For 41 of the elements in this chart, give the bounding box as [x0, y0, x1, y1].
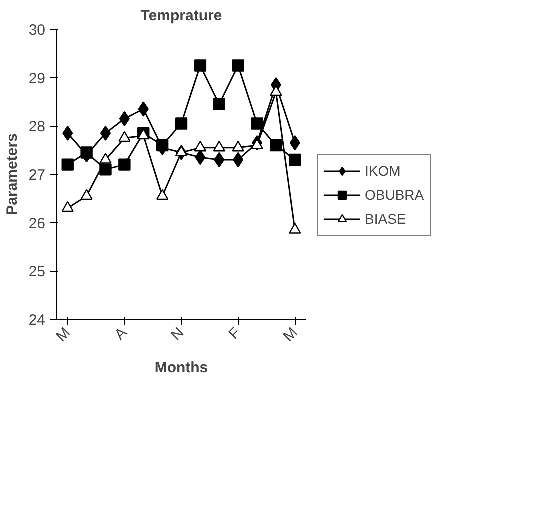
point: [100, 164, 112, 176]
point: [100, 153, 112, 164]
point: [80, 189, 93, 200]
point: [118, 131, 131, 142]
point: [232, 140, 244, 152]
point: [118, 158, 131, 171]
y-axis-title: Parameters: [4, 134, 21, 216]
y-tick-label: 25: [28, 264, 46, 281]
point: [289, 223, 302, 234]
y-tick-label: 28: [28, 118, 46, 136]
y-tick-label: 26: [28, 215, 46, 232]
y-tick-label: 24: [28, 312, 46, 329]
legend-label: IKOM: [365, 162, 401, 178]
point: [270, 139, 282, 152]
point: [232, 60, 244, 72]
point: [213, 140, 226, 152]
point: [156, 139, 169, 152]
point: [194, 140, 207, 152]
chart-title: Temprature: [140, 8, 222, 24]
legend-label: OBUBRA: [365, 186, 424, 202]
x-tick-label: F: [226, 324, 244, 343]
point: [62, 201, 74, 212]
y-tick-label: 29: [28, 70, 46, 88]
point: [194, 60, 207, 72]
point: [80, 146, 93, 159]
x-tick-label: N: [168, 324, 188, 344]
point: [251, 118, 264, 130]
x-axis-title: Months: [154, 359, 208, 376]
point: [213, 98, 226, 111]
x-tick-label: M: [280, 324, 302, 346]
x-tick-label: M: [53, 324, 74, 346]
point: [175, 118, 188, 130]
y-tick-label: 27: [28, 167, 46, 184]
point: [289, 154, 302, 166]
point: [62, 158, 74, 171]
x-tick-label: A: [112, 324, 131, 344]
point: [156, 189, 169, 200]
y-tick-label: 30: [28, 22, 46, 39]
point: [138, 102, 149, 117]
legend-label: BIASE: [365, 210, 406, 226]
point: [100, 126, 112, 142]
